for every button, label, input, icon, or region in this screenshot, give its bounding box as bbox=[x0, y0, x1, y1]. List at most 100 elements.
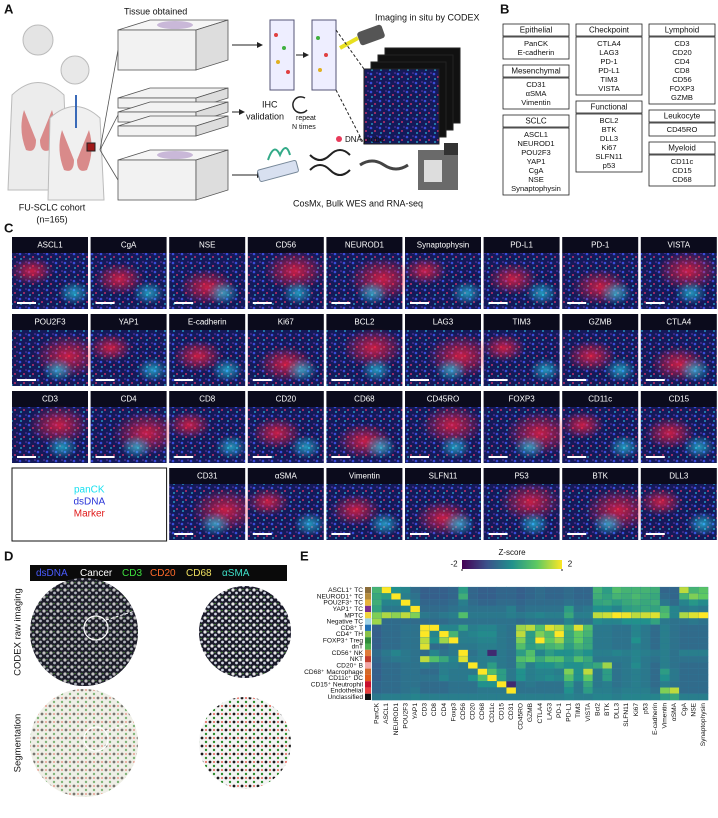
tile-signal bbox=[28, 405, 90, 445]
heatmap-cell bbox=[679, 662, 690, 669]
heatmap-cell bbox=[371, 693, 382, 701]
heatmap-cell bbox=[487, 612, 498, 619]
heatmap-cell bbox=[698, 630, 709, 638]
heatmap-cell bbox=[477, 687, 488, 695]
heatmap-cell bbox=[506, 605, 517, 613]
heatmap-cell bbox=[419, 655, 430, 663]
heatmap-cell bbox=[381, 593, 392, 600]
group-header bbox=[648, 23, 716, 37]
marker-title: CD11c bbox=[588, 395, 612, 404]
heatmap-cell bbox=[640, 649, 651, 657]
heatmap-cell bbox=[640, 687, 651, 695]
group-header bbox=[502, 114, 570, 128]
marker-name: CD56 bbox=[672, 75, 691, 84]
heatmap-cell bbox=[477, 612, 488, 619]
heatmap-cell bbox=[429, 624, 440, 632]
tile-signal bbox=[88, 334, 133, 362]
heatmap-cell bbox=[679, 605, 690, 613]
marker-title: CD45RO bbox=[427, 395, 459, 404]
heatmap-cell bbox=[487, 655, 498, 663]
group-body bbox=[648, 36, 716, 105]
heatmap-cell bbox=[525, 687, 536, 695]
heatmap-cell bbox=[391, 618, 402, 625]
heatmap-cell bbox=[544, 687, 555, 695]
legend-box bbox=[11, 467, 168, 542]
heatmap-cell bbox=[477, 586, 488, 594]
heatmap-cell bbox=[410, 649, 421, 657]
heatmap-cell bbox=[640, 593, 651, 600]
heatmap-cell bbox=[650, 586, 661, 594]
marker-title: CD56 bbox=[276, 241, 297, 250]
heatmap-cell bbox=[659, 599, 670, 607]
marker-title: DLL3 bbox=[669, 472, 689, 481]
column-label: CD68 bbox=[479, 703, 486, 720]
tile-signal bbox=[517, 512, 550, 536]
tile-signal bbox=[281, 281, 314, 305]
heatmap-cell bbox=[698, 605, 709, 613]
heatmap-cell bbox=[535, 612, 546, 619]
heatmap-cell bbox=[535, 643, 546, 651]
heatmap-cell bbox=[688, 605, 699, 613]
heatmap-cell bbox=[659, 668, 670, 676]
heatmap-cell bbox=[602, 693, 613, 701]
heatmap-cell bbox=[496, 630, 507, 638]
heatmap-cell bbox=[458, 612, 469, 619]
heatmap-cell bbox=[544, 605, 555, 613]
marker-name: GZMB bbox=[671, 93, 693, 102]
heatmap-cell bbox=[525, 599, 536, 607]
heatmap-cell bbox=[698, 668, 709, 676]
heatmap-cell bbox=[535, 637, 546, 644]
tile-signal bbox=[525, 281, 558, 305]
label: repeat bbox=[296, 115, 316, 122]
heatmap-cell bbox=[621, 618, 632, 625]
tile-signal bbox=[356, 281, 389, 305]
core-texture bbox=[30, 578, 138, 686]
heatmap-cell bbox=[611, 637, 622, 644]
heatmap-cell bbox=[515, 643, 526, 651]
row-label: FOXP3⁺ Treg bbox=[323, 637, 363, 644]
column-label: CD15 bbox=[498, 703, 505, 720]
tile-header bbox=[247, 468, 324, 484]
marker-name: CD4 bbox=[674, 57, 689, 66]
heatmap-cell bbox=[391, 693, 402, 701]
heatmap-cell bbox=[592, 612, 603, 619]
heatmap-cell bbox=[688, 649, 699, 657]
heatmap-cell bbox=[640, 662, 651, 669]
heatmap-cell bbox=[400, 637, 411, 644]
group-header bbox=[502, 23, 570, 37]
heatmap-cell bbox=[458, 649, 469, 657]
heatmap-cell bbox=[458, 586, 469, 594]
heatmap-cell bbox=[448, 655, 459, 663]
heatmap-cell bbox=[391, 668, 402, 676]
heatmap-cell bbox=[621, 649, 632, 657]
zoom-line bbox=[105, 591, 197, 621]
tile-signal bbox=[600, 281, 633, 305]
heatmap-cell bbox=[439, 662, 450, 669]
heatmap-cell bbox=[506, 662, 517, 669]
heatmap-cell bbox=[429, 630, 440, 638]
heatmap-cell bbox=[583, 643, 594, 651]
heatmap-cell bbox=[448, 630, 459, 638]
heatmap-cell bbox=[381, 649, 392, 657]
tile-header bbox=[12, 237, 88, 253]
heatmap-cell bbox=[602, 618, 613, 625]
heatmap-cell bbox=[631, 687, 642, 695]
heatmap-cell bbox=[544, 612, 555, 619]
heatmap-cell bbox=[563, 643, 574, 651]
marker-title: CD4 bbox=[121, 395, 138, 404]
tile-signal bbox=[120, 435, 153, 459]
heatmap-cell bbox=[467, 643, 478, 651]
heatmap-cell bbox=[611, 593, 622, 600]
heatmap-cell bbox=[515, 637, 526, 644]
marker-name: E-cadherin bbox=[518, 48, 555, 57]
heatmap-cell bbox=[448, 687, 459, 695]
heatmap-cell bbox=[458, 674, 469, 682]
tile-header bbox=[483, 468, 560, 484]
heatmap-cell bbox=[611, 674, 622, 682]
heatmap-cell bbox=[400, 586, 411, 594]
heatmap-cell bbox=[448, 599, 459, 607]
heatmap-cell bbox=[419, 618, 430, 625]
heatmap-cell bbox=[631, 693, 642, 701]
heatmap-cell bbox=[535, 687, 546, 695]
heatmap-cell bbox=[400, 643, 411, 651]
